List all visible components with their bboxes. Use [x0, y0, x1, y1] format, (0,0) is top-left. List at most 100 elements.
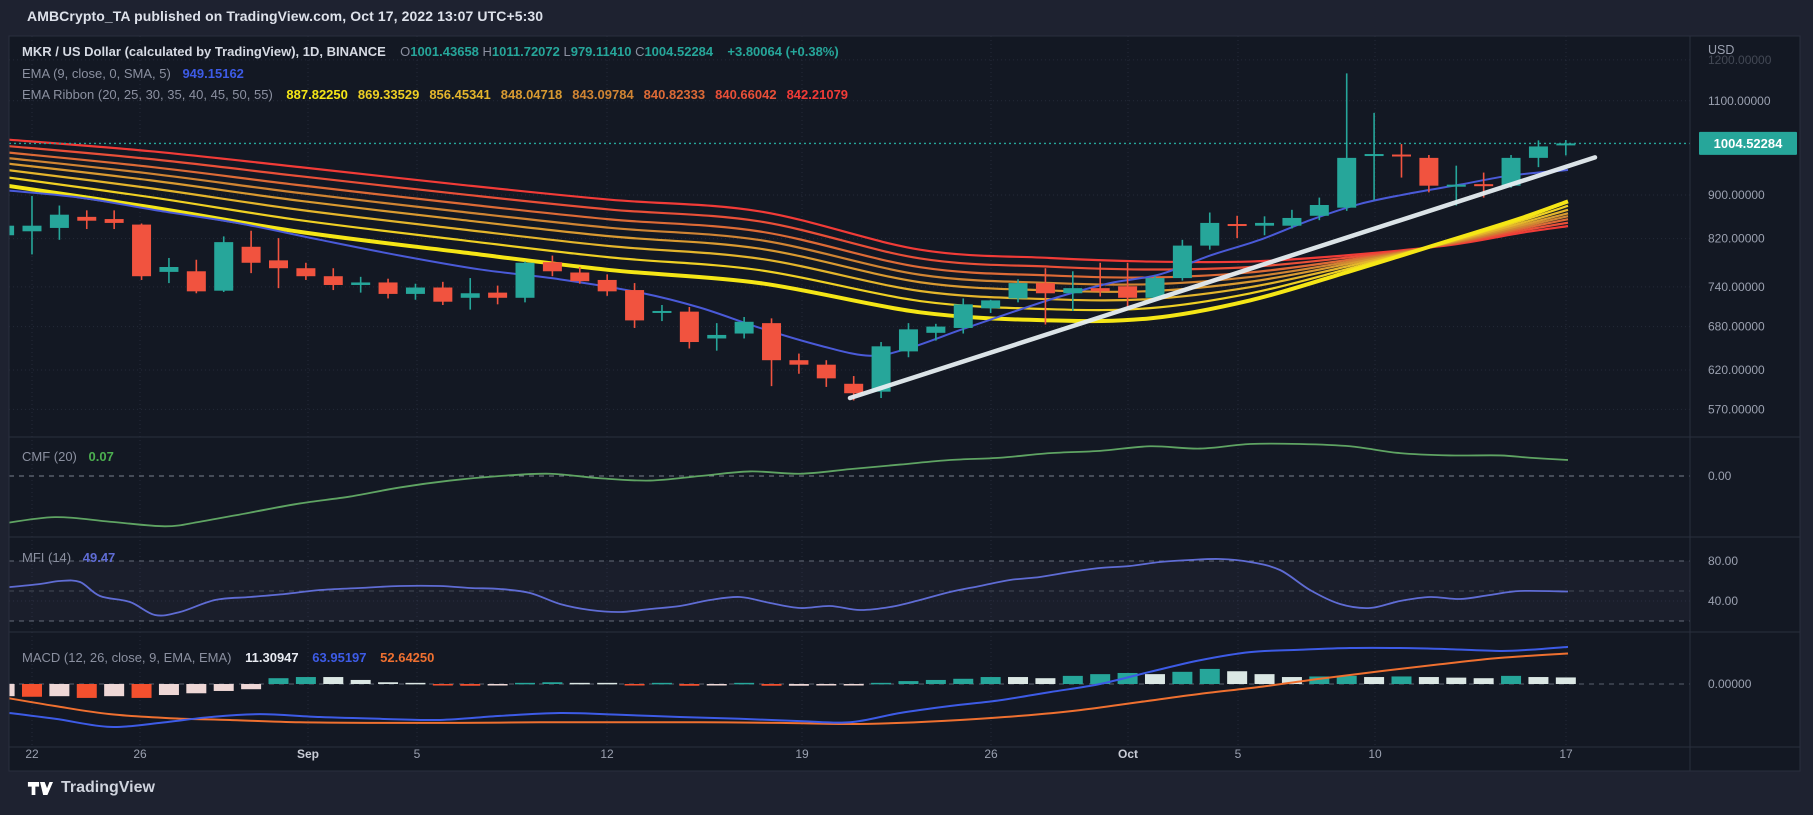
- ema-legend-row: EMA (9, close, 0, SMA, 5) 949.15162: [22, 66, 244, 81]
- candle-body: [652, 310, 672, 313]
- macd-hist-bar: [597, 682, 618, 685]
- mfi-value: 49.47: [82, 550, 116, 565]
- candle-body: [269, 260, 288, 269]
- axis-label: 820.00000: [1708, 232, 1765, 246]
- axis-label: 0.00000: [1708, 677, 1752, 691]
- candle-body: [351, 282, 371, 285]
- candle-body: [1200, 222, 1220, 246]
- cmf-label: CMF (20): [22, 449, 77, 464]
- macd-hist-bar: [460, 684, 481, 686]
- candle-body: [9, 225, 15, 236]
- candle-body: [1337, 157, 1357, 208]
- macd-hist-bar: [158, 684, 179, 696]
- trendline[interactable]: [847, 155, 1598, 401]
- macd-hist-bar: [734, 682, 755, 685]
- macd-legend-row: MACD (12, 26, close, 9, EMA, EMA) 11.309…: [22, 650, 434, 665]
- ohlc-letter: O: [400, 44, 411, 59]
- candle-body: [433, 287, 453, 302]
- candle-body: [625, 290, 645, 321]
- macd-hist-bar: [405, 682, 426, 685]
- time-label: 5: [414, 747, 421, 761]
- time-label: 26: [133, 747, 147, 761]
- macd-hist-bar: [487, 684, 508, 686]
- macd-main-line: [9, 645, 1569, 729]
- macd-hist-bar: [1227, 671, 1248, 684]
- time-label: 22: [25, 747, 39, 761]
- macd-hist-bar: [843, 684, 864, 686]
- chart-border: [8, 35, 1801, 772]
- candle-body: [1391, 154, 1411, 157]
- candle-body: [1118, 286, 1138, 298]
- macd-hist-bar: [624, 684, 645, 686]
- candle-body: [460, 293, 480, 298]
- candle-body: [734, 321, 754, 334]
- macd-hist-bar: [1446, 677, 1467, 684]
- change-value: +3.80064 (+0.38%): [727, 44, 839, 59]
- macd-hist-bar: [432, 684, 453, 686]
- macd-hist-bar: [323, 677, 344, 684]
- macd-hist-bar: [350, 679, 371, 684]
- macd-hist-bar: [378, 682, 399, 684]
- candle-body: [77, 216, 97, 221]
- ohlc-number: 1004.52284: [644, 44, 714, 59]
- macd-hist-bar: [816, 684, 837, 686]
- axis-label: 1200.00000: [1708, 53, 1772, 67]
- candle-body: [844, 383, 864, 394]
- candle-body: [49, 214, 69, 228]
- macd-hist-bar: [1501, 675, 1522, 684]
- ema-ribbon-line: [9, 183, 1569, 324]
- macd-hist-bar: [268, 678, 289, 684]
- macd-hist-bar: [21, 684, 42, 697]
- ema-ribbon-legend-row: EMA Ribbon (20, 25, 30, 35, 40, 45, 50, …: [22, 87, 848, 102]
- ohlc-number: 979.11410: [570, 44, 632, 59]
- candle-body: [707, 334, 727, 339]
- macd-line-value: 63.95197: [312, 650, 367, 665]
- macd-hist-bar: [131, 684, 152, 698]
- macd-hist-bar: [213, 684, 234, 691]
- candle-body: [1474, 184, 1494, 187]
- axis-label: 0.00: [1708, 469, 1732, 483]
- macd-hist-bar: [542, 682, 563, 684]
- time-label: 26: [984, 747, 998, 761]
- ema-value: 949.15162: [182, 66, 244, 81]
- candle-body: [570, 272, 590, 282]
- candle-body: [1145, 278, 1165, 298]
- candle-body: [1501, 157, 1521, 186]
- chart-title: MKR / US Dollar (calculated by TradingVi…: [22, 44, 386, 59]
- axis-label: 740.00000: [1708, 280, 1765, 294]
- macd-signal-line: [9, 652, 1569, 726]
- candle-body: [679, 311, 699, 343]
- published-line: AMBCrypto_TA published on TradingView.co…: [27, 8, 544, 24]
- candle-body: [1090, 288, 1110, 292]
- macd-hist-bar: [1281, 677, 1302, 684]
- cmf-line: [9, 442, 1569, 528]
- candle-body: [186, 271, 206, 292]
- time-label: Sep: [297, 747, 319, 761]
- candle-body: [1419, 157, 1439, 186]
- candle-body: [405, 287, 425, 294]
- cmf-value: 0.07: [88, 449, 114, 464]
- candle-body: [296, 268, 316, 277]
- candle-body: [981, 300, 1001, 309]
- macd-hist-bar: [1144, 674, 1165, 684]
- macd-hist-bar: [953, 678, 974, 684]
- macd-hist-bar: [1062, 675, 1083, 684]
- tradingview-brand-text: TradingView: [61, 779, 155, 796]
- macd-hist-bar: [1555, 677, 1576, 684]
- candle-body: [1035, 283, 1055, 294]
- candle-body: [1172, 245, 1192, 279]
- macd-hist-bar: [1336, 675, 1357, 684]
- macd-hist-bar: [925, 679, 946, 684]
- plot-layers: [9, 73, 1598, 729]
- ribbon-value: 840.66042: [715, 87, 777, 102]
- macd-hist-bar: [186, 684, 207, 694]
- tradingview-footer[interactable]: TradingView: [27, 779, 155, 797]
- candle-body: [1282, 217, 1302, 226]
- macd-hist-bar: [871, 682, 892, 685]
- candle-body: [1364, 154, 1384, 157]
- macd-hist-bar: [706, 684, 727, 686]
- macd-hist-bar: [651, 682, 672, 685]
- candle-body: [159, 267, 179, 272]
